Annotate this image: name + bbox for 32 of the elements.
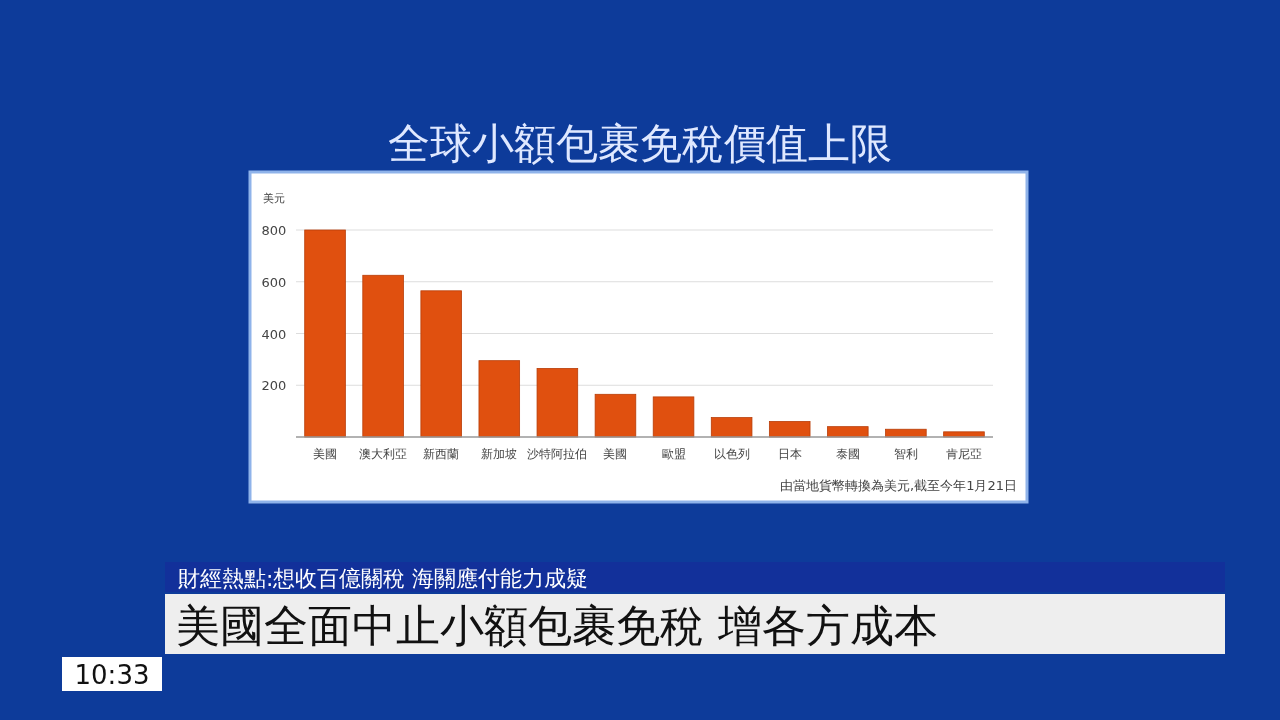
x-tick-label: 美國 (313, 447, 338, 461)
bar (827, 426, 869, 438)
y-tick-label: 200 (261, 378, 287, 394)
x-tick-label: 美國 (603, 447, 628, 461)
chart-title: 全球小額包裹免稅價值上限 (388, 119, 892, 168)
bar (652, 396, 695, 438)
text: 財經熱點:想收百億關稅 海關應付能力成疑 (178, 566, 589, 591)
bar (594, 393, 637, 438)
x-tick-label: 沙特阿拉伯 (527, 447, 588, 461)
bar (768, 421, 811, 438)
text: 美國全面中止小額包裹免稅 增各方成本 (176, 600, 938, 651)
x-tick-label: 智利 (893, 447, 918, 461)
bar (420, 290, 462, 438)
x-tick-label: 日本 (777, 447, 802, 461)
bar (304, 229, 346, 438)
x-tick-label: 澳大利亞 (359, 447, 408, 461)
y-tick-label: 600 (261, 274, 287, 290)
bar (710, 417, 753, 438)
text: 由當地貨幣轉換為美元,截至今年1月21日 (780, 478, 1017, 493)
text: 10:33 (74, 660, 150, 690)
bar (478, 360, 521, 438)
y-tick-label: 800 (261, 223, 287, 238)
x-tick-label: 歐盟 (661, 447, 686, 461)
x-tick-label: 新加坡 (481, 447, 518, 461)
y-axis-title: 美元 (263, 192, 285, 205)
x-tick-label: 以色列 (713, 447, 750, 461)
bar (536, 368, 579, 438)
y-tick-label: 400 (261, 326, 287, 342)
x-tick-label: 泰國 (835, 447, 860, 461)
x-tick-label: 肯尼亞 (945, 447, 982, 461)
bar (362, 274, 404, 438)
x-tick-label: 新西蘭 (423, 447, 460, 461)
